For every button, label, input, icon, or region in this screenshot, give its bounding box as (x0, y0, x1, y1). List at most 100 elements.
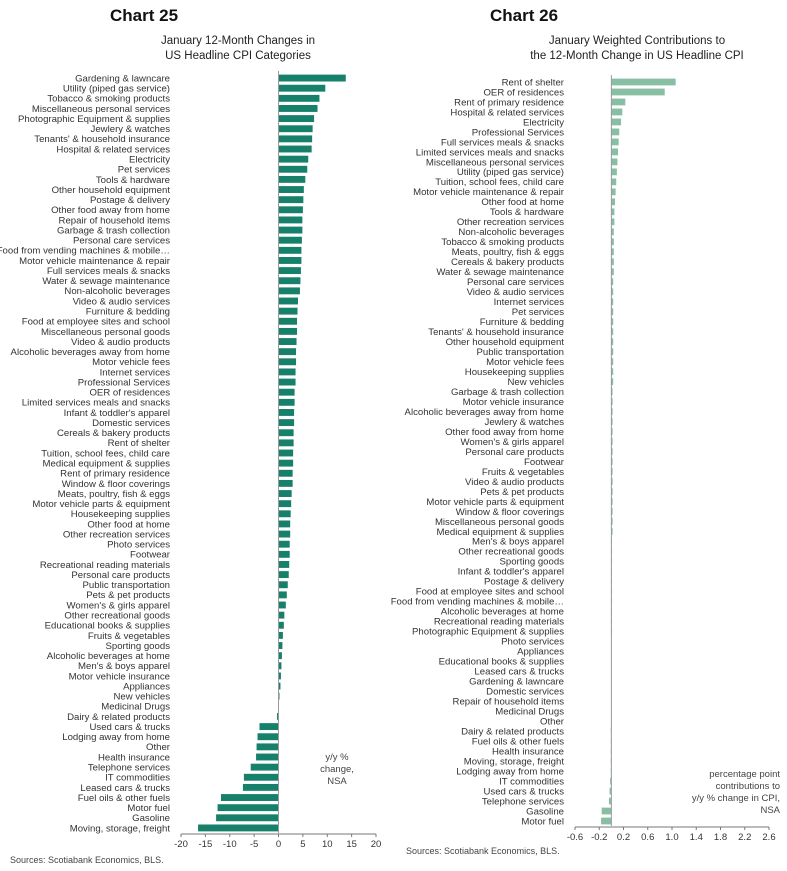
chart-26-bar (611, 138, 619, 146)
chart-25-category-label: Public transportation (83, 580, 170, 591)
chart-26-category-label: Food from vending machines & mobile… (391, 597, 564, 608)
chart-26-category-label: Photo services (501, 637, 564, 648)
chart-25-category-label: Miscellaneous personal services (32, 104, 170, 115)
chart-26-category-label: Postage & delivery (484, 577, 564, 588)
chart-25-bar (278, 510, 291, 518)
chart-25-category-label: Tenants' & household insurance (34, 134, 170, 145)
chart-25-category-label: New vehicles (113, 692, 170, 703)
chart-25-category-label: Window & floor coverings (62, 479, 170, 490)
chart-26-category-label: Alcoholic beverages away from home (405, 407, 564, 418)
chart-25-x-tick-label: 5 (300, 839, 305, 850)
chart-25-category-label: Food at employee sites and school (22, 317, 170, 328)
chart-25-bar (278, 652, 282, 660)
chart-25-bar (242, 783, 279, 791)
chart-26-category-label: Other recreation services (457, 217, 564, 228)
chart-25-category-label: Housekeeping supplies (71, 509, 170, 520)
chart-26-x-tick-label: 1.8 (714, 832, 727, 843)
chart-25-x-tick-label: 10 (322, 839, 333, 850)
chart-25-category-label: Non-alcoholic beverages (64, 286, 170, 297)
chart-25-bar (278, 429, 294, 437)
chart-25-category-label: Alcoholic beverages at home (47, 651, 170, 662)
chart-26-category-label: Motor vehicle fees (486, 357, 564, 368)
chart-25-category-label: Rent of primary residence (60, 469, 170, 480)
chart-25-bar (278, 74, 346, 82)
chart-25-bar (278, 297, 298, 305)
chart-26-bar (611, 378, 614, 385)
chart-26-bar (611, 388, 613, 395)
chart-25-category-label: Food from vending machines & mobile… (0, 246, 170, 257)
chart-26-category-label: Meats, poultry, fish & eggs (452, 247, 565, 258)
chart-26-bar (608, 797, 612, 805)
chart-25-category-label: Appliances (123, 681, 170, 692)
chart-25-category-label: Video & audio products (71, 337, 170, 348)
chart-26-bar (611, 478, 613, 485)
chart-26-category-label: Health insurance (492, 746, 564, 757)
chart-25-category-label: Motor vehicle parts & equipment (32, 499, 170, 510)
chart-25-category-label: Repair of household items (59, 215, 171, 226)
chart-25-category-label: Motor vehicle fees (92, 357, 170, 368)
chart-26-category-label: Motor vehicle parts & equipment (426, 497, 564, 508)
chart-25-bar (278, 236, 302, 244)
chart-26-category-label: Housekeeping supplies (465, 367, 564, 378)
chart-26-bar (611, 428, 613, 435)
chart-26-category-label: Personal care services (467, 277, 564, 288)
chart-26-category-label: Limited services meals and snacks (416, 147, 564, 158)
chart-25-category-label: Miscellaneous personal goods (41, 327, 170, 338)
chart-26-category-label: Appliances (517, 647, 564, 658)
chart-26-bar (611, 178, 617, 186)
chart-25-category-label: Video & audio services (73, 296, 171, 307)
chart-25-bar (278, 611, 285, 619)
chart-26-category-label: Miscellaneous personal goods (435, 517, 564, 528)
chart-26-category-label: Moving, storage, freight (464, 756, 565, 767)
chart-26-bar (611, 508, 613, 515)
chart-26-label: Chart 26 (490, 6, 559, 25)
chart-25-bar (278, 571, 289, 579)
chart-26-category-label: Jewlery & watches (485, 417, 565, 428)
chart-26-x-tick-label: -0.2 (591, 832, 607, 843)
chart-25-bar (278, 500, 292, 508)
chart-26-category-label: Gardening & lawncare (469, 677, 564, 688)
chart-25-bar (278, 105, 318, 112)
chart-25-label: Chart 25 (110, 6, 179, 25)
chart-25-bar (278, 125, 313, 133)
chart-26-category-label: Sporting goods (499, 557, 564, 568)
chart-26-bar (611, 88, 665, 96)
chart-26-category-label: Full services meals & snacks (441, 137, 564, 148)
chart-26-bar (611, 338, 614, 346)
chart-25-bar (256, 743, 279, 751)
chart-25-category-label: Domestic services (92, 418, 170, 429)
chart-25-bar (278, 530, 291, 538)
chart-25-category-label: Tobacco & smoking products (47, 94, 170, 105)
chart-25-bar (257, 733, 279, 741)
chart-25-bar (278, 327, 298, 335)
chart-25-category-label: Women's & girls apparel (67, 600, 171, 611)
chart-25-category-label: Used cars & trucks (89, 722, 170, 733)
chart-26-category-label: Gasoline (526, 806, 564, 817)
chart-25-category-label: Lodging away from home (62, 732, 170, 743)
chart-25-bar (259, 723, 279, 731)
chart-25-category-label: Gardening & lawncare (75, 73, 170, 84)
chart-25-category-label: Health insurance (98, 752, 170, 763)
chart-25-bar (278, 175, 306, 183)
chart-26-category-label: Other food away from home (445, 427, 564, 438)
chart-25-bar (278, 267, 301, 275)
chart-26-category-label: Dairy & related products (461, 726, 564, 737)
chart-25-category-label: Moving, storage, freight (70, 823, 171, 834)
chart-25-bar (278, 186, 304, 193)
chart-25-category-label: Other food away from home (51, 205, 170, 216)
chart-26-source: Sources: Scotiabank Economics, BLS. (406, 846, 560, 856)
chart-26-category-label: OER of residences (483, 87, 564, 98)
chart-25-category-label: Men's & boys apparel (78, 661, 170, 672)
chart-26-category-label: Lodging away from home (456, 766, 564, 777)
chart-26-category-label: Miscellaneous personal services (426, 157, 564, 168)
chart-26-category-label: Footwear (524, 457, 565, 468)
chart-26-category-label: Cereals & bakery products (451, 257, 564, 268)
chart-26-x-tick-label: 2.6 (762, 832, 775, 843)
chart-26-category-label: Electricity (523, 117, 564, 128)
chart-25-category-label: Tools & hardware (96, 175, 170, 186)
chart-26-category-label: Other food at home (481, 197, 564, 208)
chart-26-bar (611, 78, 676, 86)
chart-26-category-label: Window & floor coverings (456, 507, 564, 518)
chart-26-bar (611, 148, 619, 156)
